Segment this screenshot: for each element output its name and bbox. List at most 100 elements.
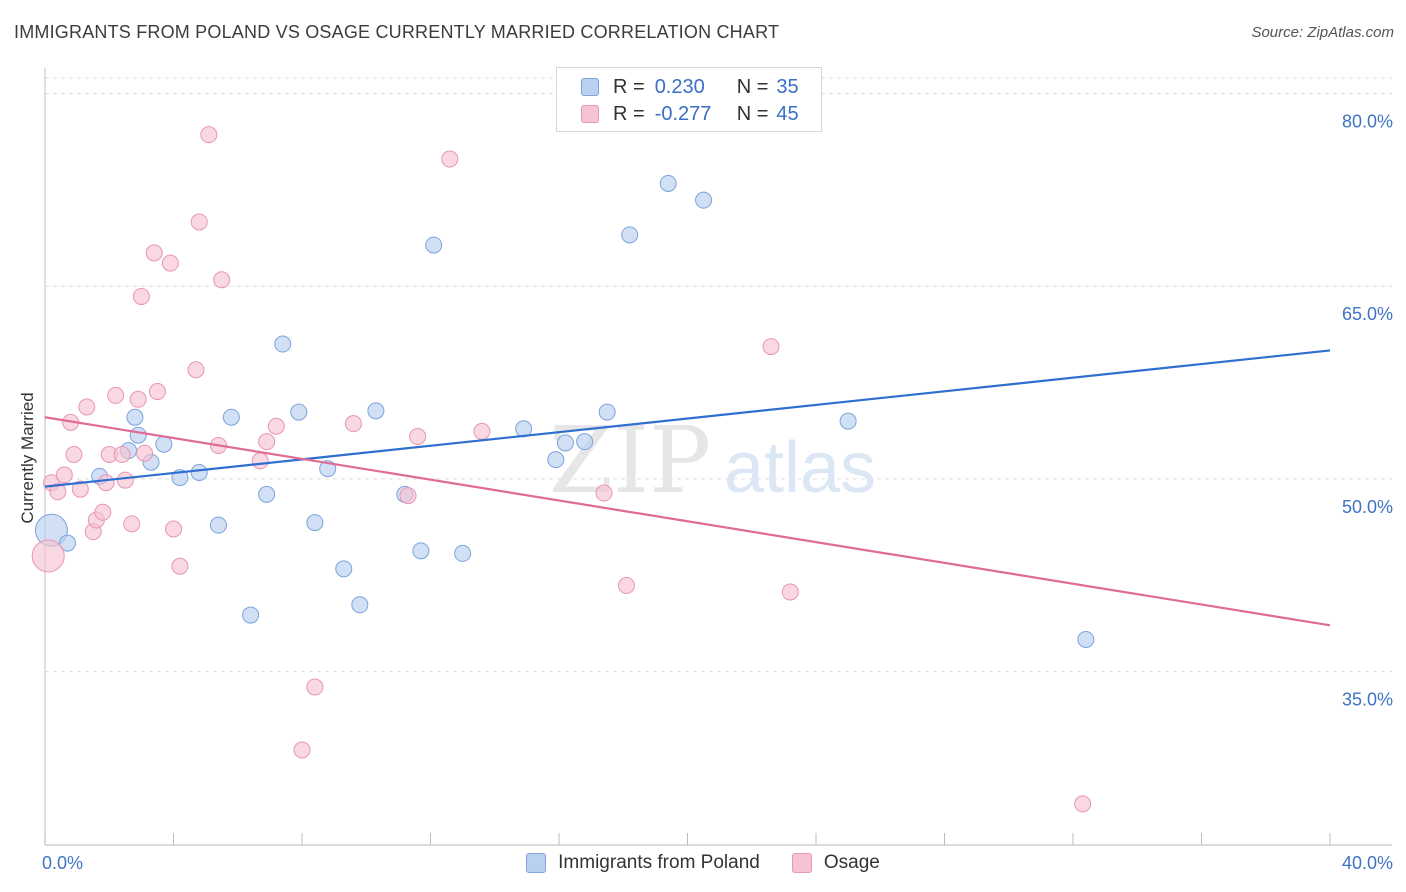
osage-point — [306, 678, 324, 696]
osage-point — [94, 503, 112, 521]
poland-point — [576, 433, 594, 451]
poland-point — [190, 463, 208, 481]
osage-point — [148, 383, 166, 401]
poland-point — [547, 451, 565, 469]
y-tick-label: 80.0% — [1342, 112, 1393, 132]
osage-point — [190, 213, 208, 231]
legend-row-poland: R = 0.230 N = 35 — [581, 75, 799, 99]
legend-item-osage[interactable]: Osage — [791, 852, 880, 874]
watermark-atlas: atlas — [724, 428, 876, 508]
osage-point — [200, 126, 218, 144]
poland-point — [126, 408, 144, 426]
watermark-zip: ZIP — [549, 407, 711, 514]
chart-title: IMMIGRANTS FROM POLAND VS OSAGE CURRENTL… — [14, 22, 780, 42]
legend-row-osage: R = -0.277 N = 45 — [581, 102, 799, 126]
y-tick-label: 65.0% — [1342, 304, 1393, 324]
poland-point — [155, 435, 173, 453]
osage-point — [107, 386, 125, 404]
stats-legend: R = 0.230 N = 35 R = -0.277 N = 45 — [556, 67, 822, 132]
gridlines — [45, 77, 1392, 673]
watermark: ZIP atlas — [549, 407, 876, 514]
osage-point — [145, 244, 163, 262]
poland-legend-label: Immigrants from Poland — [558, 852, 760, 873]
osage-point — [213, 271, 231, 289]
osage-point — [171, 557, 189, 575]
osage-point — [293, 741, 311, 759]
osage-point — [399, 487, 417, 505]
osage-point — [1074, 795, 1092, 813]
poland-point — [839, 412, 857, 430]
legend-item-poland[interactable]: Immigrants from Poland — [526, 852, 760, 874]
poland-point — [274, 335, 292, 353]
osage-swatch — [581, 105, 599, 123]
osage-point — [123, 515, 141, 533]
trend-lines — [44, 349, 1331, 627]
poland-point — [659, 174, 677, 192]
poland-point — [209, 516, 227, 534]
tick-labels: 35.0% 50.0% 65.0% 80.0% 0.0% 40.0% — [42, 112, 1393, 873]
y-tick-label: 50.0% — [1342, 497, 1393, 517]
r-label: R = — [613, 102, 645, 125]
osage-point — [595, 484, 613, 502]
y-tick-label: 35.0% — [1342, 690, 1393, 710]
poland-point — [556, 434, 574, 452]
osage-legend-label: Osage — [823, 852, 880, 873]
osage-point — [71, 480, 89, 498]
osage-legend-swatch — [791, 853, 812, 873]
osage-r-value: -0.277 — [654, 102, 712, 125]
osage-point — [251, 452, 269, 470]
osage-point — [116, 471, 134, 489]
osage-point — [409, 428, 427, 446]
osage-point — [136, 444, 154, 462]
osage-point — [55, 466, 73, 484]
osage-point — [441, 150, 459, 168]
osage-point — [762, 338, 780, 356]
x-tick-label: 0.0% — [42, 853, 83, 873]
poland-swatch — [581, 78, 599, 96]
osage-point — [31, 539, 65, 573]
poland-trend-line — [44, 349, 1331, 488]
poland-point — [335, 560, 353, 578]
poland-n-value: 35 — [776, 75, 799, 98]
poland-point — [242, 606, 260, 624]
poland-point — [258, 485, 276, 503]
poland-point — [351, 596, 369, 614]
osage-point — [161, 254, 179, 272]
osage-point — [617, 577, 635, 595]
osage-trend-line — [44, 416, 1331, 627]
osage-point — [165, 520, 182, 538]
osage-point — [113, 445, 131, 463]
poland-point — [425, 236, 443, 254]
source-credit: Source: ZipAtlas.com — [1251, 24, 1394, 41]
osage-point — [65, 445, 83, 463]
poland-point — [129, 426, 147, 444]
osage-point — [78, 398, 96, 416]
poland-point — [290, 403, 308, 421]
y-axis-label: Currently Married — [18, 392, 37, 523]
poland-point — [58, 534, 76, 552]
series-legend: Immigrants from Poland Osage — [0, 852, 1406, 874]
osage-point — [267, 417, 285, 435]
osage-point — [97, 474, 115, 492]
osage-point — [187, 361, 205, 379]
r-label: R = — [613, 75, 645, 98]
osage-point — [258, 433, 276, 451]
poland-point — [306, 514, 324, 532]
poland-point — [412, 542, 430, 560]
poland-point — [454, 544, 472, 562]
osage-n-value: 45 — [776, 102, 799, 125]
n-label: N = — [736, 102, 769, 125]
poland-point — [222, 408, 240, 426]
poland-point — [598, 403, 616, 421]
osage-point — [49, 483, 67, 501]
osage-point — [781, 583, 799, 601]
osage-point — [132, 287, 150, 305]
poland-point — [1077, 630, 1095, 648]
poland-point — [621, 226, 639, 244]
poland-point — [695, 191, 713, 209]
osage-point — [344, 415, 362, 433]
axes — [44, 68, 1392, 846]
x-tick-label: 40.0% — [1342, 853, 1393, 873]
osage-point — [129, 390, 147, 408]
